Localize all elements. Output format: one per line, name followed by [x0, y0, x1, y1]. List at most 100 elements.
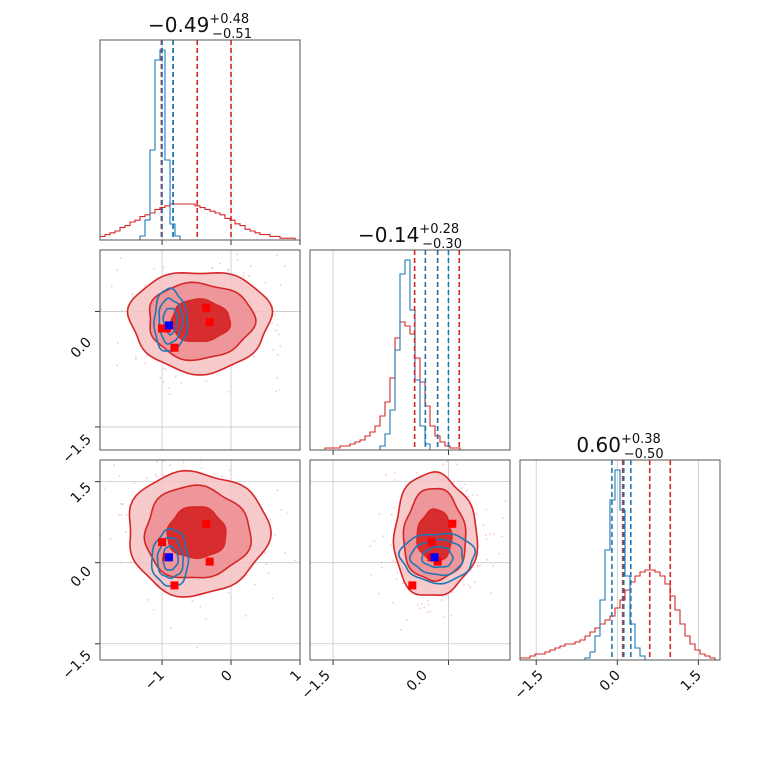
ytick-row2--1.5: −1.5 [59, 648, 94, 683]
sample-point [176, 222, 178, 224]
sample-point [473, 580, 476, 583]
sample-point [467, 495, 470, 498]
prior-marker [158, 538, 167, 547]
posterior-marker [430, 553, 439, 562]
posterior-contour [398, 532, 477, 585]
diag-panel-1 [309, 249, 511, 455]
sample-point [152, 608, 155, 611]
prior-marker [448, 519, 457, 528]
prior-contour [166, 506, 227, 560]
prior-marker [408, 581, 417, 590]
title-param-0: −0.49+0.48 −0.51 [148, 12, 252, 42]
sample-point [470, 569, 473, 572]
ytick-row1-0.0: 0.0 [68, 335, 95, 362]
sample-point [284, 551, 286, 554]
sample-point [423, 606, 426, 609]
sample-point [420, 602, 423, 605]
sample-point [125, 514, 128, 516]
sample-point [492, 564, 495, 567]
sample-point [249, 265, 252, 268]
sample-point [131, 293, 134, 296]
xtick-col1--1.5: −1.5 [298, 668, 333, 703]
title-param-1: −0.14+0.28 −0.30 [358, 222, 462, 252]
sample-point [477, 565, 479, 568]
sample-point [242, 275, 245, 277]
sample-point [117, 514, 120, 516]
sample-point [162, 266, 165, 269]
sample-point [380, 561, 383, 564]
posterior-contour [408, 538, 464, 577]
sample-point [402, 582, 404, 584]
panel-1-0 [95, 222, 309, 451]
sample-point [119, 561, 122, 564]
sample-point [144, 362, 146, 365]
sample-point [471, 493, 474, 496]
sample-point [498, 552, 501, 555]
sample-point [485, 508, 488, 511]
sample-point [264, 552, 267, 554]
sample-point [475, 494, 478, 497]
sample-point [269, 518, 272, 521]
sample-point [442, 463, 445, 466]
sample-point [169, 626, 172, 629]
sample-point [441, 599, 443, 601]
ytick-row2-0.0: 0.0 [68, 564, 95, 591]
xtick-col0-0: 0 [218, 668, 236, 686]
sample-point [253, 355, 256, 358]
posterior-hist-0 [100, 49, 300, 240]
sample-point [244, 614, 247, 617]
sample-point [227, 269, 230, 272]
sample-point [446, 460, 448, 463]
sample-point [490, 592, 492, 595]
panel-frame [309, 249, 511, 451]
sample-point [199, 605, 202, 608]
sample-point [121, 503, 124, 506]
hist-layer [100, 49, 300, 240]
sample-point [280, 509, 282, 511]
posterior-marker [164, 553, 173, 562]
sample-point [273, 313, 276, 316]
sample-point [307, 280, 309, 282]
sample-point [502, 517, 505, 520]
posterior-hist-2 [520, 469, 720, 660]
sample-point [482, 524, 485, 526]
sample-point [501, 535, 503, 538]
sample-point [384, 473, 387, 476]
panel-frame [519, 459, 721, 661]
sample-point [174, 375, 177, 378]
sample-point [200, 467, 203, 469]
sample-point [144, 284, 147, 287]
sample-point [8, 619, 10, 621]
sample-point [159, 377, 162, 379]
xtick-col0--1: −1 [142, 668, 168, 694]
prior-marker [202, 303, 211, 312]
sample-point [145, 354, 148, 357]
posterior-contour [162, 307, 179, 336]
sample-point [156, 460, 159, 463]
sample-point [130, 560, 132, 563]
xtick-col2--1.5: −1.5 [511, 668, 546, 703]
sample-point [267, 572, 270, 574]
sample-point [248, 275, 250, 277]
sample-point [278, 389, 281, 391]
sample-point [211, 266, 214, 269]
title-param-2: 0.60+0.38 −0.50 [576, 432, 663, 462]
sample-point [395, 578, 398, 581]
sample-point [465, 489, 468, 492]
sample-point [100, 308, 102, 311]
sample-point [464, 483, 467, 486]
sample-point [168, 387, 171, 389]
sample-point [264, 281, 267, 284]
sample-point [265, 563, 268, 566]
sample-point [378, 512, 381, 515]
sample-point [275, 390, 278, 392]
sample-point [393, 506, 396, 509]
sample-point [120, 309, 123, 312]
sample-point [154, 473, 157, 476]
sample-point [271, 597, 274, 600]
prior-marker [205, 557, 214, 566]
posterior-contour [150, 527, 190, 587]
prior-hist-0 [100, 203, 300, 240]
sample-point [120, 513, 123, 516]
prior-marker [202, 519, 211, 528]
